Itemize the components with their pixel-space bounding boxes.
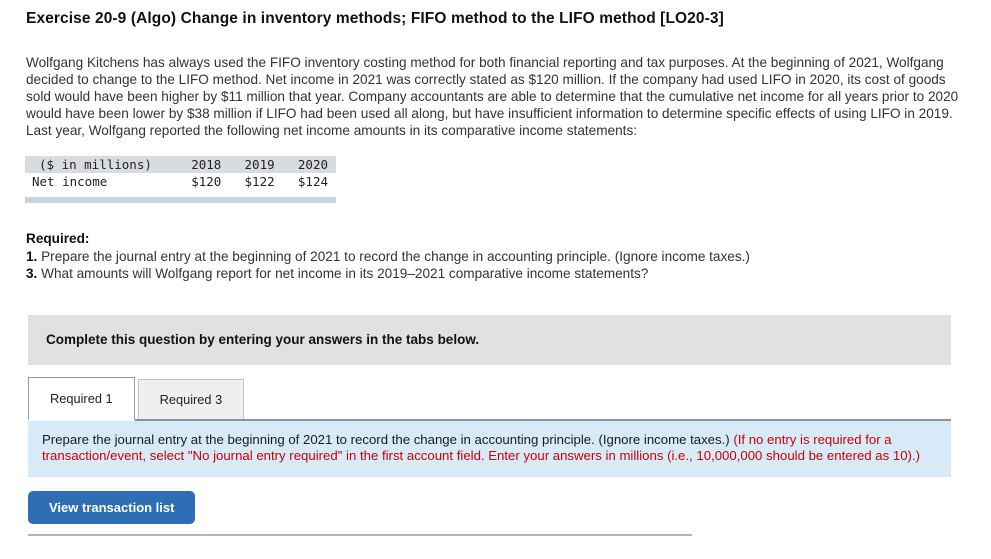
required-item-3-number: 3. [26, 266, 38, 281]
table-header-2018: 2018 [175, 156, 230, 173]
table-row: Net income $120 $122 $124 [25, 173, 336, 190]
table-header-row: ($ in millions) 2018 2019 2020 [25, 156, 336, 173]
complete-question-banner: Complete this question by entering your … [28, 314, 951, 365]
panel-instruction-note: (If no entry is required for a transacti… [42, 431, 921, 464]
view-transaction-list-button[interactable]: View transaction list [28, 490, 196, 524]
net-income-label: Net income [32, 174, 108, 189]
panel-instruction-text: Prepare the journal entry at the beginni… [42, 431, 734, 447]
required-section: Required: 1. Prepare the journal entry a… [26, 230, 965, 283]
table-header-label: ($ in millions) [25, 156, 176, 173]
bottom-divider [28, 533, 692, 536]
required-heading: Required: [26, 231, 90, 246]
table-header-2020: 2020 [282, 156, 336, 173]
required-item-3-text: What amounts will Wolfgang report for ne… [37, 266, 649, 281]
problem-description: Wolfgang Kitchens has always used the FI… [26, 55, 959, 138]
net-income-2018: $120 [191, 174, 222, 189]
tab-strip: Required 1 Required 3 [28, 376, 951, 421]
banner-text: Complete this question by entering your … [46, 331, 480, 347]
net-income-2020: $124 [297, 174, 328, 189]
table-header-2019: 2019 [229, 156, 283, 173]
net-income-2019: $122 [244, 174, 275, 189]
required-item-3: 3. What amounts will Wolfgang report for… [26, 265, 965, 283]
table-bottom-bar [25, 197, 336, 203]
required-item-1-number: 1. [26, 248, 38, 264]
page-title: Exercise 20-9 (Algo) Change in inventory… [26, 10, 724, 27]
required-item-1-text: Prepare the journal entry at the beginni… [37, 248, 750, 264]
net-income-table: ($ in millions) 2018 2019 2020 Net incom… [25, 156, 336, 203]
required-item-1: 1. Prepare the journal entry at the begi… [26, 248, 965, 266]
tab-panel-instructions: Prepare the journal entry at the beginni… [28, 420, 951, 477]
tab-required-3[interactable]: Required 3 [137, 378, 245, 419]
tab-required-1[interactable]: Required 1 [28, 376, 135, 421]
